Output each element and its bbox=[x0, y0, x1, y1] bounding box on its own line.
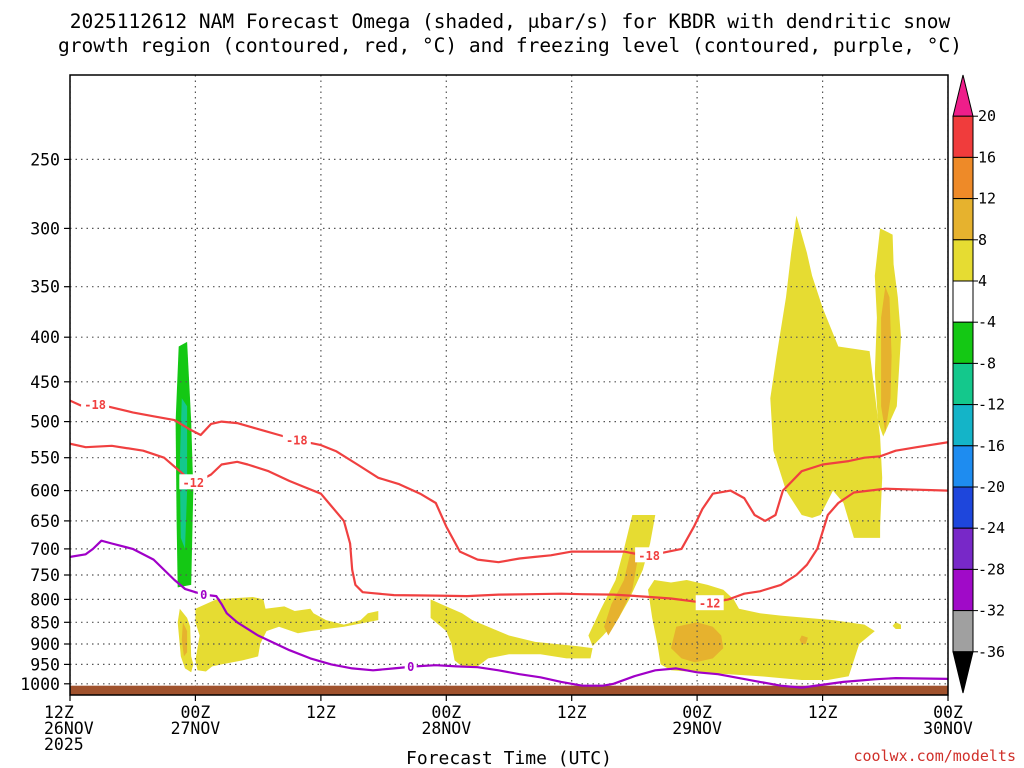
colorbar-band-8 bbox=[952, 404, 974, 447]
colorbar-band-3 bbox=[952, 198, 974, 241]
colorbar-band-9 bbox=[952, 445, 974, 488]
colorbar-label-8: -16 bbox=[978, 437, 1005, 455]
omega-orange-upper2 bbox=[881, 286, 892, 433]
xtick-label-60-1: 00Z bbox=[682, 703, 712, 722]
colorbar-label-5: -4 bbox=[978, 313, 996, 331]
credit-text: coolwx.com/modelts bbox=[853, 747, 1016, 765]
ytick-label-350: 350 bbox=[30, 278, 60, 297]
omega-yellow-upper1 bbox=[770, 215, 883, 538]
dgz-minus18-contour-label-bg-0 bbox=[81, 396, 110, 412]
colorbar-band-7 bbox=[952, 362, 974, 406]
ytick-label-950: 950 bbox=[30, 655, 60, 674]
ytick-label-500: 500 bbox=[30, 413, 60, 432]
colorbar-label-11: -28 bbox=[978, 560, 1005, 578]
ytick-label-650: 650 bbox=[30, 512, 60, 531]
ytick-label-250: 250 bbox=[30, 150, 60, 169]
dgz-minus18-contour-label-2: -18 bbox=[638, 549, 660, 563]
colorbar-band-2 bbox=[952, 156, 974, 200]
chart-title-line1: 2025112612 NAM Forecast Omega (shaded, μ… bbox=[70, 10, 951, 33]
colorbar-bottom-arrow bbox=[952, 651, 974, 694]
dgz-minus12-contour-label-1: -12 bbox=[699, 597, 721, 611]
omega-orange-low1 bbox=[181, 622, 188, 657]
freezing-level-contour-label-0: 0 bbox=[200, 588, 207, 602]
ytick-label-850: 850 bbox=[30, 613, 60, 632]
colorbar-label-9: -20 bbox=[978, 478, 1005, 496]
colorbar-band-6 bbox=[952, 321, 974, 364]
ytick-label-300: 300 bbox=[30, 219, 60, 238]
plot-area: -18 -18 -18 -12 -12 0 0 bbox=[70, 75, 948, 695]
colorbar-label-6: -8 bbox=[978, 354, 996, 372]
omega-yellow-low3 bbox=[430, 599, 593, 667]
xtick-label-24-1: 12Z bbox=[306, 703, 336, 722]
omega-yellow-mid bbox=[588, 515, 656, 647]
omega-yellow-dot2 bbox=[892, 622, 901, 629]
colorbar-label-10: -24 bbox=[978, 519, 1005, 537]
dgz-minus18-contour-label-bg-1 bbox=[282, 432, 311, 448]
colorbar-band-5 bbox=[952, 280, 974, 323]
colorbar-label-12: -32 bbox=[978, 602, 1005, 620]
colorbar-label-4: 4 bbox=[978, 272, 987, 290]
xtick-label-0-2: 26NOV bbox=[44, 719, 94, 738]
xtick-label-60-2: 29NOV bbox=[672, 719, 722, 738]
y-axis-ticks: 250 300 350 400 450 500 550 600 650 700 750 800 850 9… bbox=[20, 150, 70, 694]
xtick-label-72-1: 12Z bbox=[808, 703, 838, 722]
terrain-ground bbox=[70, 685, 948, 695]
colorbar-band-4 bbox=[952, 239, 974, 282]
freezing-level-contour-label-1: 0 bbox=[407, 660, 414, 674]
freezing-level-contour-label-bg-0 bbox=[197, 586, 210, 602]
ytick-label-550: 550 bbox=[30, 449, 60, 468]
colorbar-band-12 bbox=[952, 568, 974, 612]
dgz-minus18-contour-label-1: -18 bbox=[286, 434, 308, 448]
plot-frame bbox=[69, 74, 949, 696]
xtick-label-12-2: 27NOV bbox=[171, 719, 221, 738]
ytick-label-450: 450 bbox=[30, 373, 60, 392]
ytick-label-800: 800 bbox=[30, 590, 60, 609]
colorbar-label-3: 8 bbox=[978, 231, 987, 249]
chart-title-line2: growth region (contoured, red, °C) and f… bbox=[58, 34, 962, 57]
colorbar-band-11 bbox=[952, 527, 974, 570]
dgz-minus18-contour bbox=[70, 399, 948, 564]
contour-lines: -18 -18 -18 -12 -12 0 0 bbox=[70, 396, 948, 689]
dgz-minus12-contour-label-bg-1 bbox=[695, 595, 724, 611]
ytick-label-600: 600 bbox=[30, 482, 60, 501]
colorbar-band-1 bbox=[952, 115, 974, 158]
omega-shading bbox=[175, 215, 901, 680]
xtick-label-0-3: 2025 bbox=[44, 735, 84, 754]
xtick-label-36-1: 00Z bbox=[431, 703, 461, 722]
colorbar-band-10 bbox=[952, 486, 974, 529]
dgz-minus18-contour-label-bg-2 bbox=[635, 547, 664, 563]
x-axis-label: Forecast Time (UTC) bbox=[406, 748, 612, 768]
xtick-label-0-1: 12Z bbox=[44, 703, 74, 722]
omega-yellow-low2 bbox=[195, 597, 379, 672]
ytick-label-1000: 1000 bbox=[20, 675, 60, 694]
colorbar-top-arrow bbox=[952, 74, 974, 117]
grid-lines bbox=[70, 75, 948, 695]
ytick-label-900: 900 bbox=[30, 635, 60, 654]
dgz-minus12-contour-label-bg-0 bbox=[179, 474, 208, 490]
terrain-fill bbox=[70, 685, 948, 695]
ytick-label-750: 750 bbox=[30, 566, 60, 585]
ytick-label-400: 400 bbox=[30, 328, 60, 347]
omega-orange-dot1 bbox=[799, 635, 808, 644]
colorbar: 20 16 12 8 4 -4 -8 -12 -16 -20 -24 -28 -32 -36 bbox=[952, 74, 1005, 694]
dgz-minus12-contour-label-0: -12 bbox=[182, 476, 204, 490]
xtick-label-36-2: 28NOV bbox=[421, 719, 471, 738]
xtick-label-84-2: 30NOV bbox=[923, 719, 973, 738]
dgz-minus18-contour-label-0: -18 bbox=[84, 398, 106, 412]
xtick-label-12-1: 00Z bbox=[180, 703, 210, 722]
colorbar-label-0: 20 bbox=[978, 107, 996, 125]
colorbar-label-1: 16 bbox=[978, 148, 996, 166]
xtick-label-84-1: 00Z bbox=[933, 703, 963, 722]
colorbar-label-13: -36 bbox=[978, 643, 1005, 661]
freezing-level-contour-label-bg-1 bbox=[404, 658, 417, 674]
colorbar-band-13 bbox=[952, 610, 974, 653]
ytick-label-700: 700 bbox=[30, 540, 60, 559]
omega-orange-mid bbox=[604, 548, 639, 636]
colorbar-label-7: -12 bbox=[978, 396, 1005, 414]
colorbar-label-2: 12 bbox=[978, 190, 996, 208]
xtick-label-48-1: 12Z bbox=[557, 703, 587, 722]
